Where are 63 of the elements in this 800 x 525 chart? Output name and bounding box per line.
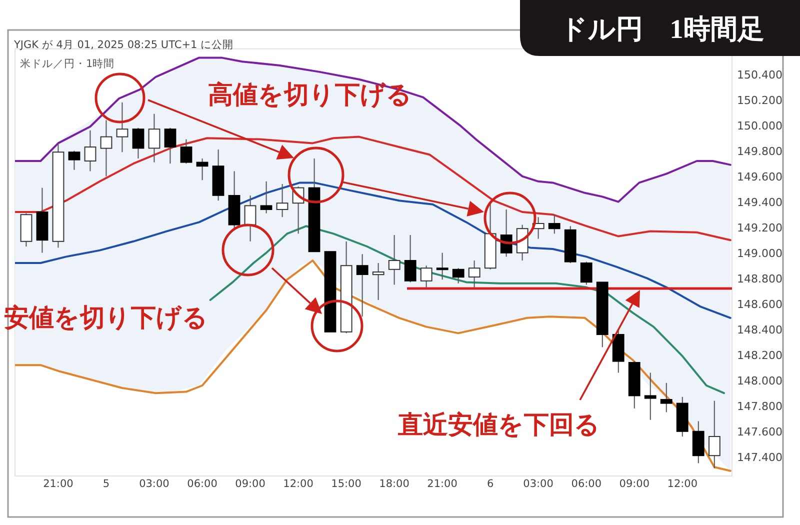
candlestick [260, 180, 272, 214]
x-tick-label: 03:00 [523, 478, 554, 490]
y-tick-label: 150.400 [737, 68, 782, 82]
candlestick [372, 262, 384, 300]
candlestick [164, 127, 176, 164]
x-tick-label: 21:00 [427, 478, 458, 490]
y-tick-label: 149.000 [737, 246, 782, 260]
candlestick [148, 113, 160, 163]
candlestick [644, 372, 656, 420]
y-tick-label: 148.400 [737, 323, 782, 336]
y-tick-label: 150.200 [737, 94, 782, 107]
y-tick-label: 147.600 [737, 425, 782, 438]
y-tick-label: 149.800 [737, 144, 782, 158]
y-tick-label: 148.000 [737, 374, 782, 388]
candlestick [132, 127, 144, 159]
y-tick-label: 149.400 [737, 196, 782, 209]
candlestick [436, 252, 448, 280]
x-tick-label: 15:00 [331, 478, 362, 490]
line-series [209, 225, 725, 394]
candlestick [404, 234, 416, 283]
candlestick [84, 130, 96, 172]
x-tick-label: 09:00 [235, 478, 266, 490]
y-tick-label: 148.200 [737, 348, 782, 362]
annotation: 高値を切り下げる [208, 80, 412, 109]
candlestick [420, 265, 432, 288]
x-tick-label: 09:00 [619, 478, 650, 490]
candlestick [100, 120, 112, 177]
candlestick [244, 195, 256, 242]
x-tick-label: 18:00 [379, 478, 410, 490]
y-tick-label: 149.200 [737, 221, 782, 234]
candlestick [468, 260, 480, 288]
x-tick-label: 06:00 [187, 478, 218, 490]
y-tick-label: 148.800 [737, 272, 782, 286]
chart-title: ドル円 1時間足 [560, 14, 764, 44]
x-tick-label: 21:00 [43, 478, 74, 490]
candlestick [660, 382, 672, 413]
candlestick [388, 234, 400, 286]
annotation: 安値を切り下げる [4, 303, 208, 332]
x-tick-label: 03:00 [139, 478, 170, 490]
candlestick [708, 400, 720, 469]
candlestick [196, 158, 208, 181]
x-tick-label: 6 [486, 478, 494, 490]
line-series [15, 56, 732, 203]
candlestick [180, 138, 192, 164]
x-tick-label: 06:00 [571, 478, 602, 490]
candlestick [452, 268, 464, 284]
candlestick [68, 150, 80, 170]
candlestick [356, 254, 368, 318]
x-tick-label: 12:00 [667, 478, 698, 490]
x-tick-label: 12:00 [283, 478, 314, 490]
y-tick-label: 149.600 [737, 170, 782, 184]
y-tick-label: 150.000 [737, 119, 782, 132]
candlestick [548, 214, 560, 234]
y-tick-label: 147.400 [737, 450, 782, 464]
x-tick-label: 5 [102, 478, 110, 490]
y-tick-label: 147.800 [737, 400, 782, 413]
candlestick [276, 184, 288, 218]
candlestick [116, 102, 128, 153]
annotation: 直近安値を下回る [397, 410, 600, 439]
candlestick [580, 261, 592, 286]
annotation: YJGK が 4月 01, 2025 08:25 UTC+1 に公開 [13, 39, 234, 51]
text: 米ドル／円・1時間 [20, 57, 115, 70]
y-tick-label: 148.600 [737, 298, 782, 311]
